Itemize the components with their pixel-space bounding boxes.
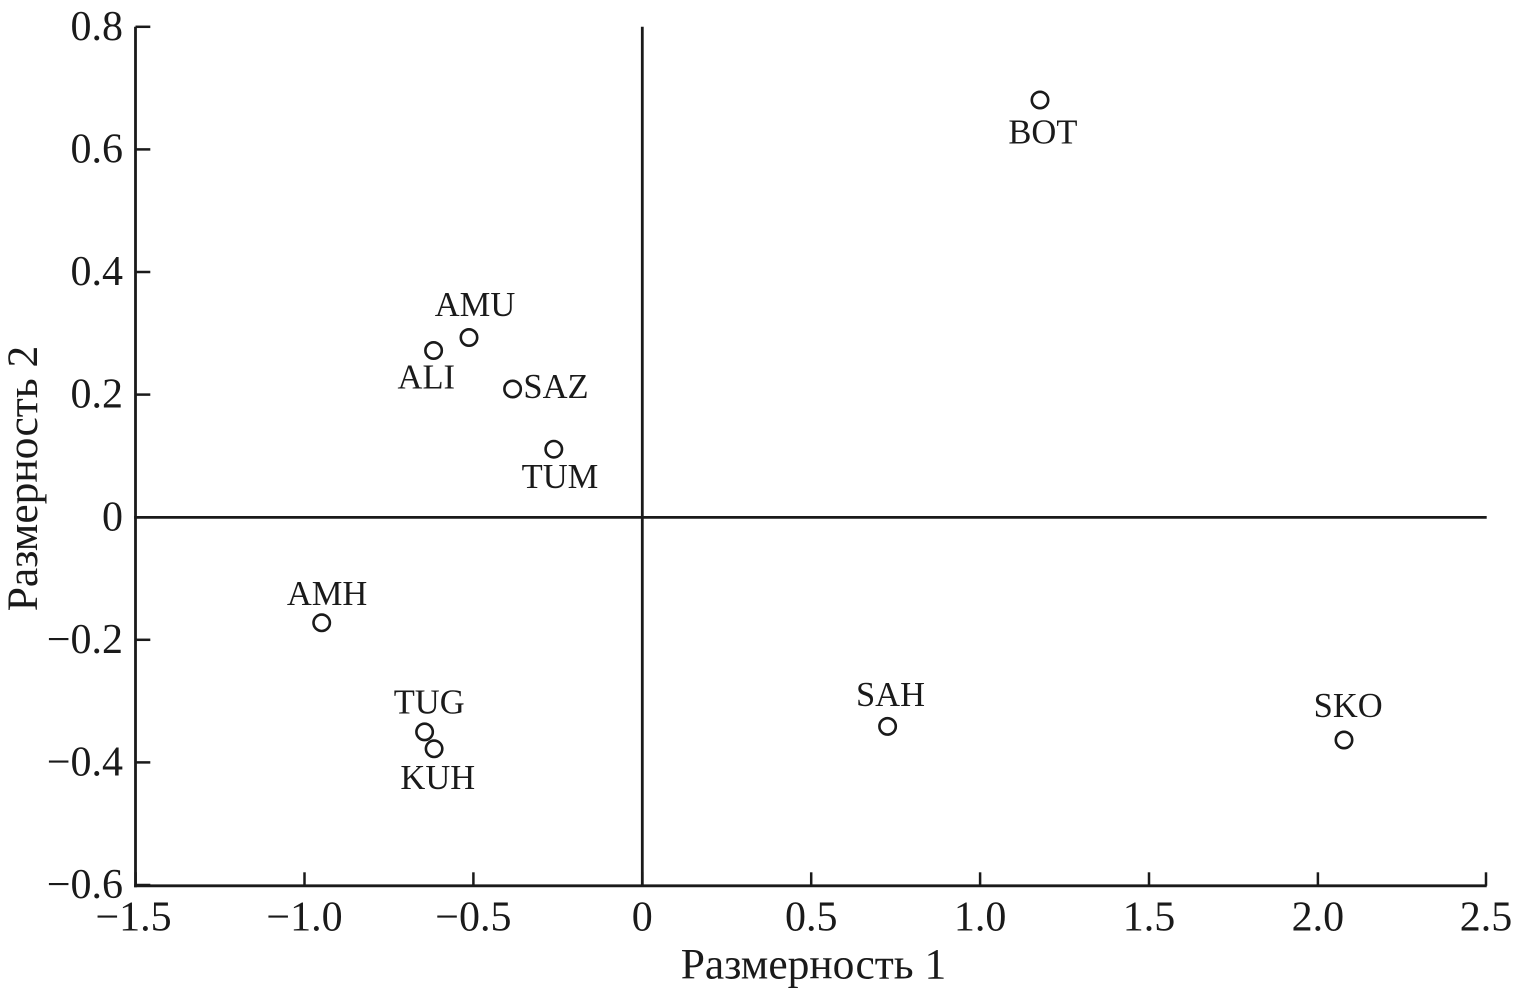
svg-text:KUH: KUH [400, 759, 475, 797]
svg-text:0.2: 0.2 [71, 372, 124, 418]
svg-text:−0.5: −0.5 [435, 895, 511, 941]
svg-text:TUG: TUG [394, 683, 465, 721]
svg-text:0.5: 0.5 [785, 895, 838, 941]
svg-text:TUM: TUM [522, 458, 599, 496]
svg-text:0.6: 0.6 [71, 127, 124, 173]
svg-text:0: 0 [632, 895, 653, 941]
svg-text:SKO: SKO [1314, 687, 1383, 725]
svg-text:−0.6: −0.6 [47, 862, 123, 908]
svg-text:2.0: 2.0 [1292, 895, 1345, 941]
svg-text:0: 0 [102, 494, 123, 540]
svg-text:AMU: AMU [435, 286, 516, 324]
svg-text:−0.4: −0.4 [47, 740, 123, 786]
svg-text:1.5: 1.5 [1123, 895, 1176, 941]
svg-text:−1.5: −1.5 [96, 895, 172, 941]
svg-text:AMH: AMH [287, 575, 368, 613]
svg-text:2.5: 2.5 [1460, 895, 1513, 941]
svg-text:−1.0: −1.0 [266, 895, 342, 941]
svg-text:ALI: ALI [398, 359, 455, 397]
svg-text:Размерность 2: Размерность 2 [0, 346, 47, 612]
svg-text:Размерность 1: Размерность 1 [681, 941, 947, 989]
svg-text:BOT: BOT [1008, 114, 1077, 152]
svg-text:0.8: 0.8 [71, 4, 124, 50]
svg-text:SAH: SAH [856, 676, 925, 714]
svg-text:−0.2: −0.2 [47, 617, 123, 663]
svg-text:0.4: 0.4 [71, 249, 124, 295]
svg-text:SAZ: SAZ [523, 368, 588, 406]
svg-text:1.0: 1.0 [954, 895, 1007, 941]
